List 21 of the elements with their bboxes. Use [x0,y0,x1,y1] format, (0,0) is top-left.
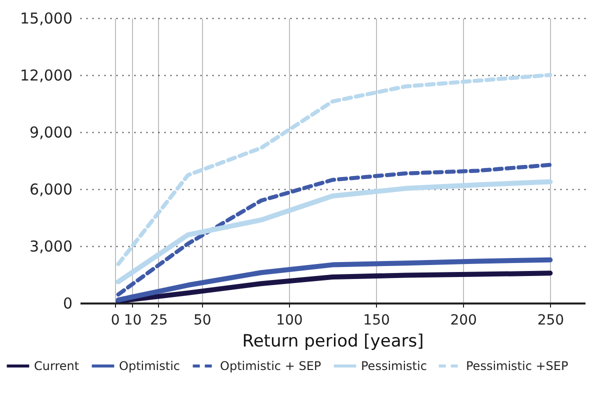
legend-label: Current [34,359,80,373]
x-tick-label: 10 [124,312,142,328]
y-tick-label: 9,000 [30,124,72,142]
x-tick-label: 25 [150,312,168,328]
legend-label: Pessimistic +SEP [466,359,568,373]
x-tick-label: 150 [363,312,390,328]
x-tick-label: 200 [450,312,477,328]
x-tick-label: 100 [276,312,303,328]
x-tick-label: 250 [537,312,564,328]
legend-label: Optimistic [119,359,180,373]
line-series [116,73,552,266]
y-tick-label: 15,000 [20,10,72,28]
y-tick-label: 12,000 [20,66,72,84]
y-tick-label: 6,000 [30,180,72,198]
x-tick-label: 0 [110,312,120,328]
y-tick-label: 3,000 [30,238,72,256]
y-tick-label: 0 [62,294,72,312]
legend-label: Pessimistic [361,359,427,373]
x-axis-title: Return period [years] [242,332,424,352]
x-tick-label: 50 [193,312,212,328]
legend-label: Optimistic + SEP [220,359,322,373]
